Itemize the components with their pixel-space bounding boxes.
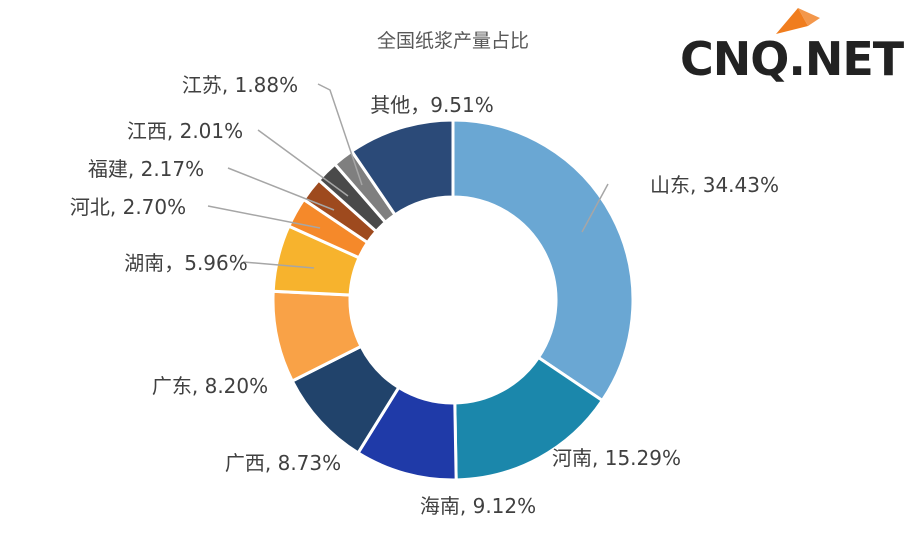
cnq-logo: CNQ.NET [680, 8, 904, 88]
data-label-江苏: 江苏, 1.88% [182, 73, 298, 97]
leader-line-江苏 [317, 83, 363, 186]
leader-line-江西 [257, 129, 349, 197]
data-label-其他: 其他，9.51% [370, 93, 494, 117]
data-label-广东: 广东, 8.20% [152, 374, 268, 398]
logo-text: CNQ.NET [680, 32, 904, 86]
slice-山东 [451, 118, 635, 403]
leader-line-河北 [207, 205, 321, 229]
data-label-河南: 河南, 15.29% [552, 446, 681, 470]
slice-其他 [349, 118, 455, 217]
slices-group [271, 118, 635, 482]
leader-line-湖南 [242, 261, 315, 269]
leader-lines-group [207, 83, 609, 269]
data-label-福建: 福建, 2.17% [88, 157, 204, 181]
leader-line-山东 [581, 183, 609, 233]
data-label-广西: 广西, 8.73% [225, 451, 341, 475]
data-label-湖南: 湖南，5.96% [124, 251, 248, 275]
data-label-海南: 海南, 9.12% [420, 494, 536, 518]
data-label-河北: 河北, 2.70% [70, 195, 186, 219]
data-labels-group: 山东, 34.43% 河南, 15.29% 海南, 9.12% 广西, 8.73% 广东… [70, 73, 779, 518]
leader-line-福建 [227, 167, 335, 211]
chart-title: 全国纸浆产量占比 [377, 30, 529, 52]
data-label-江西: 江西, 2.01% [127, 119, 243, 143]
data-label-山东: 山东, 34.43% [650, 173, 779, 197]
paper-plane-logo-icon [776, 8, 820, 34]
